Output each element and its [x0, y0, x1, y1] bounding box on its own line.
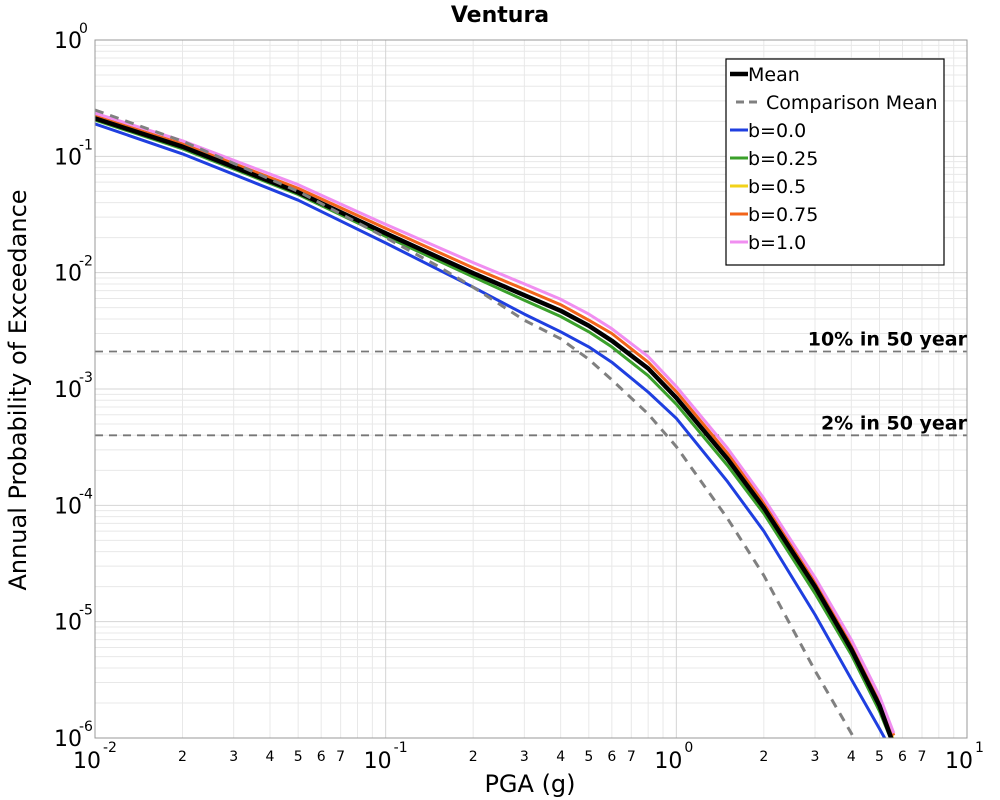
reference-line-labels: 10% in 50 year 2% in 50 year — [808, 329, 968, 435]
series-line-mean — [95, 116, 894, 738]
reference-line-label: 2% in 50 year — [821, 412, 968, 434]
x-minor-tick-label: 3 — [229, 749, 238, 765]
y-major-tick-label: 10 — [54, 378, 82, 403]
x-major-tick-exponent: -1 — [394, 740, 408, 756]
legend-box — [725, 58, 945, 266]
x-major-tick-label: 10 — [654, 749, 682, 774]
x-minor-tick-label: 2 — [759, 749, 768, 765]
y-major-tick-exponent: -6 — [79, 719, 93, 735]
series-line-comparison-mean — [95, 108, 856, 738]
legend-label: b=0.5 — [748, 176, 806, 198]
chart-title: Ventura — [451, 3, 549, 28]
x-minor-tick-label: 2 — [469, 749, 478, 765]
series-line-b-1-0 — [95, 111, 896, 734]
series-line-b-0-75 — [95, 114, 896, 737]
legend: Mean Comparison Mean b=0.0 b=0.25 b=0.5 b=0.7… — [725, 58, 945, 266]
series-line-b-0-0 — [95, 122, 887, 738]
y-major-tick-exponent: 0 — [79, 21, 88, 37]
legend-label: Comparison Mean — [766, 92, 938, 114]
y-major-tick-exponent: -4 — [79, 486, 93, 502]
series-layer — [95, 108, 896, 738]
x-minor-tick-label: 6 — [898, 749, 907, 765]
x-minor-tick-label: 4 — [266, 749, 275, 765]
x-minor-tick-label: 4 — [556, 749, 565, 765]
y-major-tick-label: 10 — [54, 262, 82, 287]
x-minor-tick-label: 3 — [811, 749, 820, 765]
reference-lines — [95, 350, 967, 437]
y-major-tick-label: 10 — [54, 611, 82, 636]
y-major-tick-label: 10 — [54, 145, 82, 170]
legend-label: Mean — [748, 64, 800, 86]
x-major-tick-exponent: -2 — [103, 740, 117, 756]
x-major-tick-exponent: 0 — [684, 740, 693, 756]
x-minor-tick-label: 7 — [918, 749, 927, 765]
x-minor-tick-label: 7 — [336, 749, 345, 765]
x-minor-tick-label: 6 — [607, 749, 616, 765]
x-minor-tick-label: 3 — [520, 749, 529, 765]
x-minor-tick-label: 6 — [317, 749, 326, 765]
legend-label: b=1.0 — [748, 232, 806, 254]
y-major-tick-exponent: -1 — [79, 137, 93, 153]
y-major-tick-label: 10 — [54, 727, 82, 752]
legend-label: b=0.75 — [748, 204, 818, 226]
x-minor-tick-label: 5 — [294, 749, 303, 765]
legend-label: b=0.25 — [748, 148, 818, 170]
legend-label: b=0.0 — [748, 120, 806, 142]
plot-frame — [94, 39, 968, 739]
series-line-b-0-25 — [95, 118, 893, 738]
x-major-tick-label: 10 — [364, 749, 392, 774]
x-minor-tick-label: 2 — [178, 749, 187, 765]
x-major-tick-exponent: 1 — [975, 740, 984, 756]
y-major-tick-label: 10 — [54, 494, 82, 519]
x-axis-label: PGA (g) — [484, 770, 575, 798]
x-minor-tick-label: 7 — [627, 749, 636, 765]
y-major-tick-exponent: -2 — [79, 254, 93, 270]
y-major-tick-exponent: -3 — [79, 370, 93, 386]
y-axis-label: Annual Probability of Exceedance — [4, 189, 32, 590]
x-major-tick-label: 10 — [945, 749, 973, 774]
x-major-tick-label: 10 — [73, 749, 101, 774]
y-major-tick-label: 10 — [54, 29, 82, 54]
x-minor-tick-label: 5 — [584, 749, 593, 765]
reference-line-label: 10% in 50 year — [808, 329, 968, 351]
x-minor-tick-label: 5 — [875, 749, 884, 765]
x-minor-tick-label: 4 — [847, 749, 856, 765]
y-major-tick-exponent: -5 — [79, 603, 93, 619]
